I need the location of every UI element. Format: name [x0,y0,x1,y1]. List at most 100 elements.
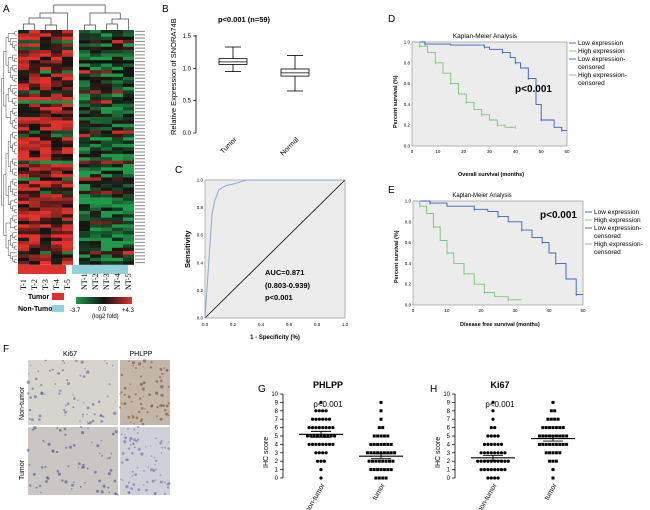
km-x-tick: 10 [435,149,441,154]
heatmap-cell [29,254,40,259]
heatmap-cell [90,220,101,225]
dendrogram-branch [14,78,17,83]
heatmap-cell [123,184,134,188]
ihc-nucleus [59,389,62,392]
scatter-y-tick-label: 8 [275,409,279,415]
ihc-nucleus [106,395,109,398]
scatter-point [496,468,500,472]
heatmap-cell [79,120,90,125]
heatmap-cell [101,157,112,161]
sample-labels: T-1 T-2 T-3 T-4 T-5 NT-1 NT-2 NT-3 NT-4 NT-5 [19,273,133,290]
heatmap-cell [79,197,90,202]
ihc-nucleus [160,440,163,443]
ihc-nucleus [146,480,149,484]
ihc-nucleus [113,479,117,483]
km-legend-text: censored [578,64,605,71]
ihc-nucleus [146,411,149,414]
scatter-point [486,476,490,480]
heatmap-cell [18,170,29,175]
heatmap-cell [40,63,51,68]
km-y-tick: 0.0 [405,303,412,308]
heatmap-cell [29,167,40,171]
ihc-row-tumor: Tumor [19,459,26,480]
km-e-x-label: Disease free survival (months) [460,322,540,328]
heatmap-cell [101,174,112,178]
heatmap-cell [90,237,101,242]
ihc-nucleus [129,439,132,442]
scatter-y-tick-label: 0 [447,476,451,482]
ihc-nucleus [38,418,41,421]
scatter-point [372,451,376,455]
heatmap-row-label [135,71,145,73]
heatmap-row-labels [135,30,145,264]
scatter-point [491,409,495,413]
km-legend-text: Low expression [594,209,640,216]
ihc-nucleus [78,462,81,465]
heatmap-cell [79,40,90,44]
roc-x-label: 1 - Specificity (%) [250,335,300,341]
heatmap-cell [62,187,73,192]
heatmap-cell [90,197,101,202]
ihc-nucleus [144,381,146,384]
heatmap-cell [79,97,90,101]
ihc-nucleus [45,480,48,483]
heatmap-row-label [135,205,145,207]
ihc-nucleus [109,468,113,472]
heatmap-cell [18,130,29,135]
ihc-nucleus [137,447,141,451]
heatmap-cell [101,33,112,37]
ihc-nucleus [159,417,163,421]
heatmap-row-label [135,194,145,197]
heatmap-row-label [135,81,145,83]
heatmap-cell [123,53,134,58]
heatmap-cell [40,43,51,48]
heatmap-cell [18,180,29,185]
heatmap-cell [51,143,62,148]
heatmap-cell [18,113,29,118]
heatmap-row-label [135,208,145,210]
ihc-nucleus [142,396,144,398]
ihc-nucleus [127,415,131,419]
heatmap-cell [79,187,90,192]
heatmap-row-label [135,94,145,96]
heatmap-cell [112,117,123,121]
ihc-nucleus [96,444,100,448]
heatmap-cell [40,140,51,145]
heatmap-cell [101,237,112,242]
heatmap-cell [101,130,112,135]
heatmap-cell [90,110,101,115]
scatter-y-tick-label: 1 [447,468,451,474]
dendrogram-branch [14,208,17,213]
heatmap-cell [29,194,40,198]
heatmap-cell [90,30,101,34]
heatmap-row-label [135,228,145,230]
scatter-point [496,442,500,446]
heatmap-cell [79,251,90,255]
ihc-nucleus [164,446,167,449]
heatmap-cell [40,66,51,71]
heatmap-cell [101,257,112,262]
heatmap-cell [29,113,40,118]
heatmap-row-label [135,47,145,49]
heatmap-cell [62,197,73,202]
scatter-point [310,417,315,421]
heatmap-cell [51,33,62,37]
ihc-nucleus [138,410,141,414]
scatter-category-label: non-tumor [477,482,499,510]
ihc-nucleus [63,408,66,411]
ihc-nucleus [108,456,111,459]
sample-label: T-2 [30,279,39,290]
heatmap-cell [101,197,112,202]
heatmap-cell [18,73,29,78]
heatmap-cell [90,130,101,135]
heatmap-cell [123,231,134,235]
scatter-point [391,459,395,463]
ihc-nucleus [66,402,70,406]
scatter-point [331,426,335,430]
heatmap-cell [123,117,134,121]
ihc-nucleus [139,402,143,406]
heatmap-cell [101,153,112,158]
dendrogram-branch [10,252,17,259]
heatmap-row-label [135,144,145,146]
ihc-nucleus [121,402,123,404]
